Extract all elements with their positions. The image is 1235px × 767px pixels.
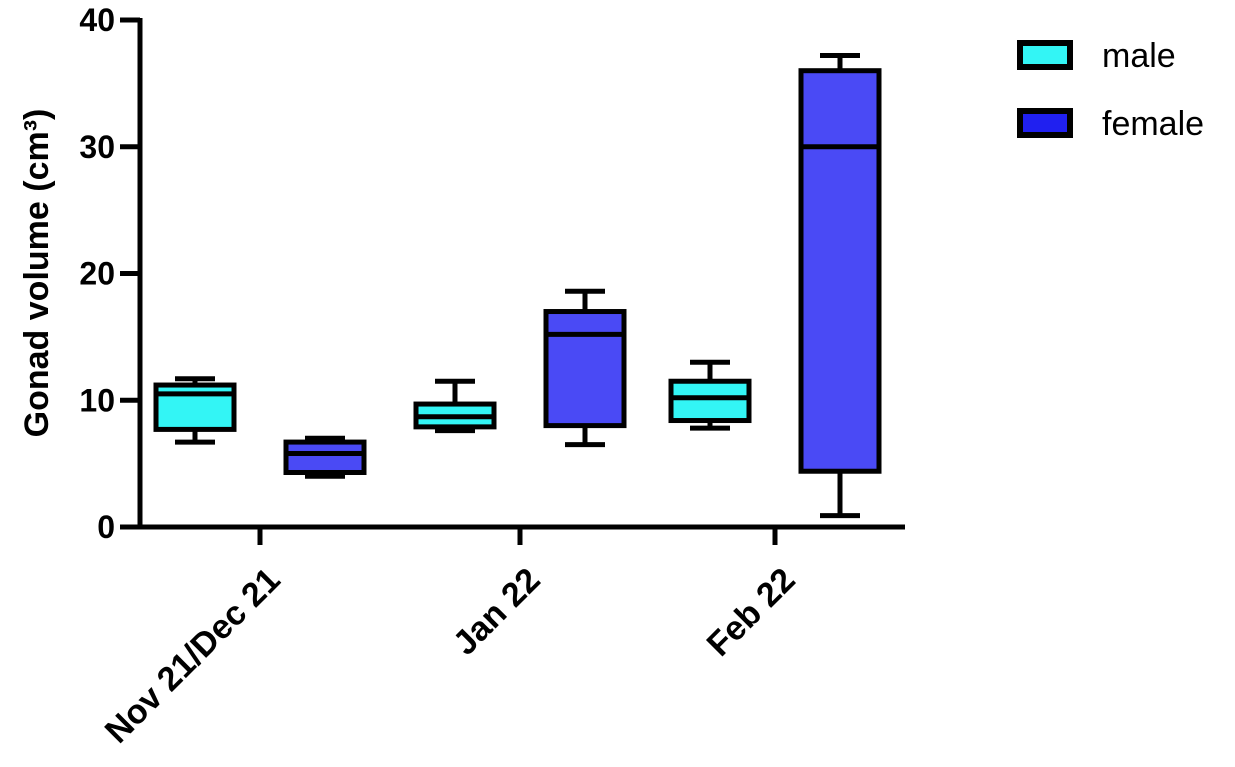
box-male-1 bbox=[413, 378, 497, 434]
legend: male female bbox=[1017, 37, 1204, 143]
box-male-0 bbox=[153, 376, 237, 445]
legend-label: female bbox=[1102, 105, 1204, 143]
legend-swatch bbox=[1017, 40, 1073, 70]
box-iqr bbox=[668, 378, 752, 424]
y-axis-title: Gonad volume (cm³) bbox=[18, 109, 56, 438]
legend-item-male: male bbox=[1017, 37, 1176, 75]
box-female-2 bbox=[798, 52, 882, 519]
box-male-2 bbox=[668, 359, 752, 431]
x-tick-label: Jan 22 bbox=[446, 561, 548, 663]
legend-label: male bbox=[1102, 37, 1176, 75]
y-tick-label: 20 bbox=[79, 256, 115, 292]
box-female-0 bbox=[283, 435, 367, 479]
x-tick-label: Feb 22 bbox=[700, 561, 803, 664]
y-tick-label: 0 bbox=[97, 509, 115, 545]
box-iqr bbox=[283, 439, 367, 475]
y-tick-label: 30 bbox=[79, 129, 115, 165]
box-female-1 bbox=[543, 288, 627, 448]
y-tick-label: 10 bbox=[79, 382, 115, 418]
y-tick-label: 40 bbox=[79, 2, 115, 38]
box-iqr bbox=[798, 68, 882, 474]
x-tick-label: Nov 21/Dec 21 bbox=[98, 561, 288, 751]
boxes bbox=[153, 52, 882, 519]
legend-swatch bbox=[1017, 108, 1073, 138]
box-iqr bbox=[543, 309, 627, 429]
legend-item-female: female bbox=[1017, 105, 1204, 143]
